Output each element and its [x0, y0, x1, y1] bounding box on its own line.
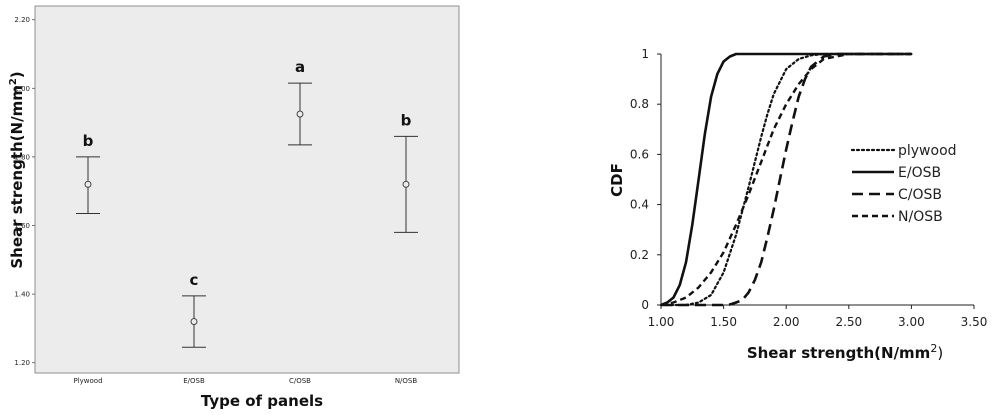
group-letter-label: a [295, 58, 305, 76]
legend-label: N/OSB [898, 209, 943, 225]
right-y-tick-label: 0 [641, 298, 649, 312]
cdf-line-n-osb [660, 52, 912, 307]
mean-point [296, 110, 304, 118]
right-y-ticks: 0 0.2 0.4 0.6 0.8 1 [630, 47, 661, 312]
left-y-tick-label: 1.80 [14, 153, 30, 161]
mean-point [84, 180, 92, 188]
left-x-tick-label: E/OSB [183, 377, 205, 385]
group-letter-label: b [401, 111, 412, 129]
left-y-tick-label: 1.60 [14, 222, 30, 230]
right-x-axis-label: Shear strength(N/mm2) [747, 342, 943, 362]
right-x-tick-label: 1.50 [710, 315, 737, 329]
right-x-ticks: 1.00 1.50 2.00 2.50 3.00 3.50 [648, 305, 988, 329]
group-letter-label: b [83, 132, 94, 150]
left-y-tick-label: 1.40 [14, 291, 30, 299]
right-x-tick-label: 1.00 [648, 315, 675, 329]
right-y-tick-label: 1 [641, 47, 649, 61]
errorbar-chart: 1.20 1.40 1.60 1.80 2.00 2.20 Plywood E/OSB C/O… [8, 5, 460, 410]
group-letter-label: c [190, 271, 199, 289]
left-x-ticks: Plywood E/OSB C/OSB N/OSB [73, 377, 417, 385]
left-y-tick-label: 2.00 [14, 85, 30, 93]
legend-label: C/OSB [898, 187, 942, 203]
legend-label: E/OSB [898, 165, 941, 181]
right-series-lines [659, 52, 913, 307]
right-y-tick-label: 0.8 [630, 97, 649, 111]
left-marks: b c a b [76, 58, 418, 348]
left-y-axis-label: Shear strength(N/mm2) [8, 71, 26, 268]
right-x-tick-label: 2.00 [773, 315, 800, 329]
cdf-chart: 00.20.40.60.81 1.00 1.50 2.00 2.50 3.00 3.50 … [608, 47, 987, 362]
right-x-tick-label: 3.00 [898, 315, 925, 329]
right-y-tick-label: 0.2 [630, 248, 649, 262]
left-y-ticks: 1.20 1.40 1.60 1.80 2.00 2.20 [14, 16, 35, 367]
left-x-tick-label: C/OSB [289, 377, 311, 385]
right-x-tick-label: 3.50 [961, 315, 988, 329]
legend: plywood E/OSB C/OSB N/OSB [850, 143, 957, 225]
left-x-axis-label: Type of panels [201, 392, 323, 410]
left-x-tick-label: N/OSB [395, 377, 418, 385]
cdf-line-e-osb [660, 52, 912, 307]
right-y-axis-label: CDF [608, 163, 626, 197]
cdf-line-c-osb [661, 52, 912, 307]
legend-label: plywood [898, 143, 957, 159]
plot-area-background [34, 5, 460, 374]
left-x-tick-label: Plywood [73, 377, 102, 385]
left-y-tick-label: 1.20 [14, 359, 30, 367]
right-y-tick-label: 0.4 [630, 198, 649, 212]
mean-point [402, 180, 410, 188]
left-y-tick-label: 2.20 [14, 16, 30, 24]
right-y-tick-label: 0.6 [630, 147, 649, 161]
right-x-tick-label: 2.50 [835, 315, 862, 329]
mean-point [190, 318, 198, 326]
